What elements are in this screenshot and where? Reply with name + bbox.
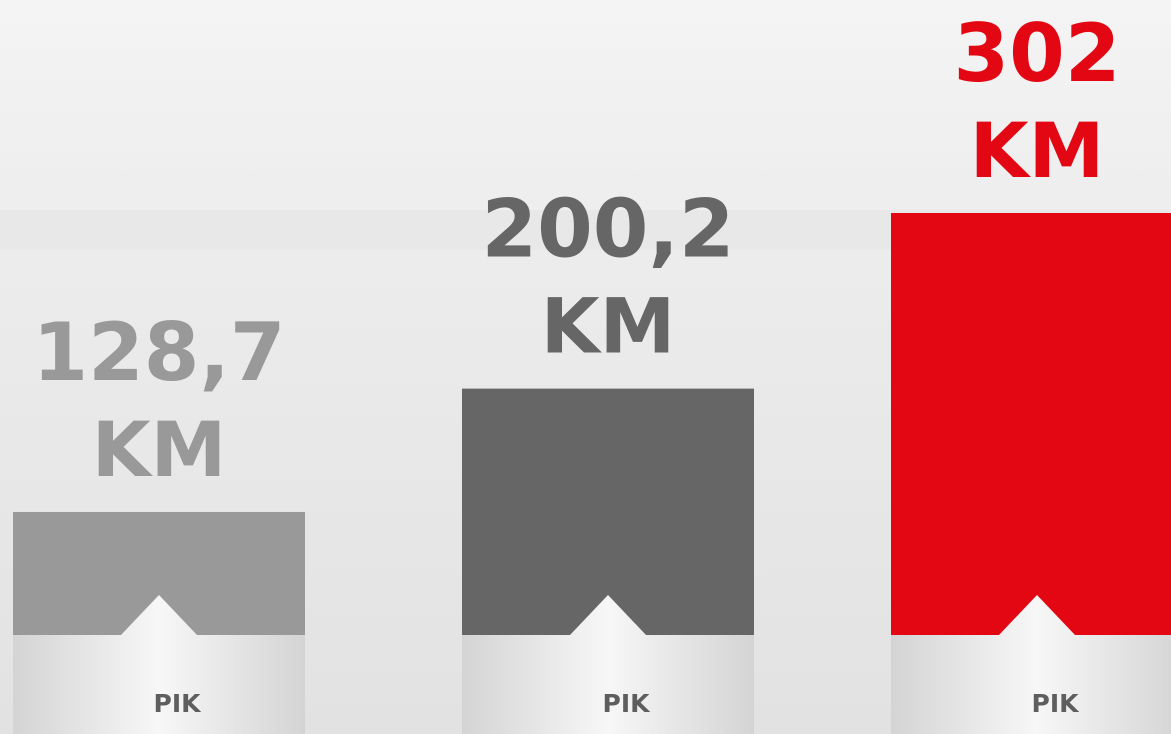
value-unit: KM: [92, 405, 227, 494]
label-band: [891, 595, 1171, 734]
year-unit: PIK: [603, 689, 652, 718]
year-unit: PIK: [1032, 689, 1081, 718]
year-unit: PIK: [154, 689, 203, 718]
value-label: 128,7: [32, 306, 285, 399]
value-unit: KM: [541, 282, 676, 371]
value-label: 200,2: [481, 183, 734, 276]
value-unit: KM: [970, 106, 1105, 195]
year-label: PIK: [1032, 689, 1081, 718]
year-label: PIK: [154, 689, 203, 718]
label-band: [13, 595, 305, 734]
label-band: [462, 595, 754, 734]
value-label: 302: [954, 7, 1121, 100]
year-label: PIK: [603, 689, 652, 718]
